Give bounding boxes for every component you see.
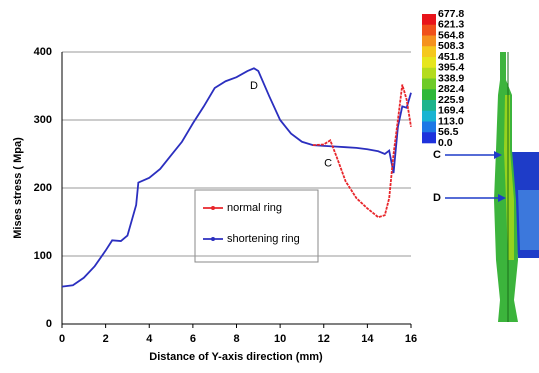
legend-marker: [211, 206, 215, 210]
x-tick-label: 14: [361, 333, 374, 345]
y-axis-title: Mises stress ( Mpa): [12, 137, 24, 239]
y-tick-label: 400: [34, 46, 52, 58]
colorbar-cell: [422, 132, 436, 143]
colorbar-cell: [422, 14, 436, 25]
x-tick-label: 2: [103, 333, 109, 345]
colorbar-cell: [422, 36, 436, 47]
chart: C D Distance of Y-axis direction (mm) Mi…: [0, 0, 539, 373]
legend-label: shortening ring: [227, 233, 300, 245]
x-axis-title: Distance of Y-axis direction (mm): [149, 351, 323, 363]
model-label: C: [433, 149, 441, 161]
x-tick-label: 10: [274, 333, 286, 345]
annotation: D: [250, 80, 258, 92]
legend: normal ring shortening ring: [195, 190, 318, 262]
legend-box: [195, 190, 318, 262]
colorbar-cell: [422, 111, 436, 122]
colorbar-cell: [422, 100, 436, 111]
colorbar-cell: [422, 25, 436, 36]
colorbar-cell: [422, 46, 436, 57]
colorbar-cell: [422, 57, 436, 68]
fe-model: [494, 52, 539, 322]
x-tick-label: 8: [233, 333, 239, 345]
annotation: C: [324, 157, 332, 169]
y-tick-label: 200: [34, 182, 52, 194]
x-tick-label: 16: [405, 333, 417, 345]
x-tick-label: 0: [59, 333, 65, 345]
colorbar-cell: [422, 68, 436, 79]
legend-label: normal ring: [227, 202, 282, 214]
legend-marker: [211, 237, 215, 241]
y-tick-label: 0: [46, 318, 52, 330]
y-tick-label: 300: [34, 114, 52, 126]
x-tick-label: 6: [190, 333, 196, 345]
colorbar-label: 0.0: [438, 137, 453, 149]
model-label: D: [433, 192, 441, 204]
x-tick-label: 12: [318, 333, 330, 345]
colorbar-cell: [422, 79, 436, 90]
x-tick-label: 4: [146, 333, 153, 345]
colorbar-cell: [422, 89, 436, 100]
model-region: [518, 190, 539, 250]
page: {"chart_data": {"type": "line", "x_label…: [0, 0, 539, 373]
colorbar-cell: [422, 122, 436, 133]
y-tick-label: 100: [34, 250, 52, 262]
